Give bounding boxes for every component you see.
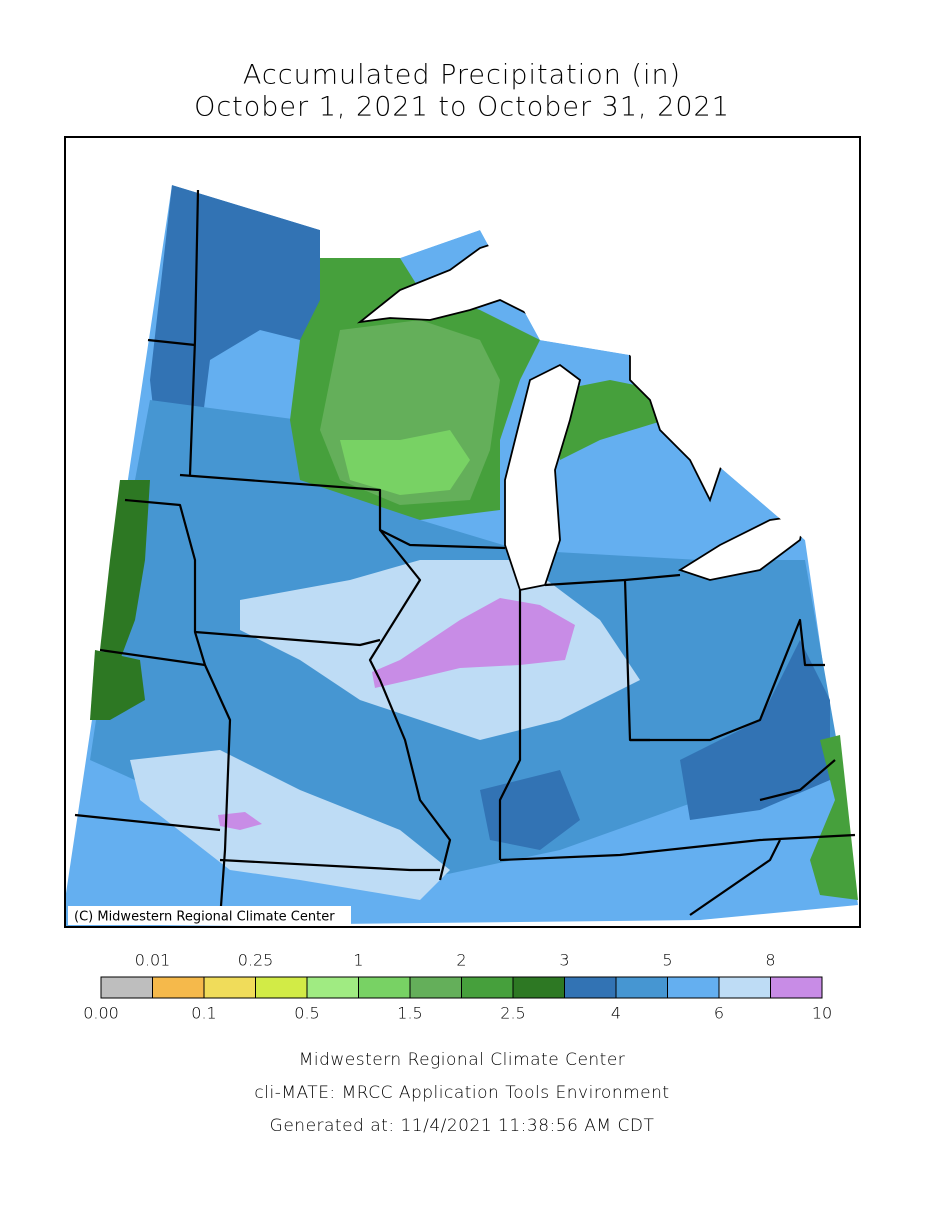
canada [65, 137, 860, 540]
map-frame [64, 136, 861, 928]
precip-dark-blue-east [680, 640, 830, 820]
legend: 0.00 0.01 0.1 0.25 0.5 1 1.5 2 2.5 3 4 5 6 8 10 [83, 951, 832, 1023]
precip-light-green [340, 430, 470, 495]
legend-swatch [100, 976, 153, 999]
legend-swatch [358, 976, 411, 999]
legend-swatch [512, 976, 565, 999]
precip-green-east [810, 735, 858, 900]
precip-light-blue-south [130, 750, 450, 900]
map: (C) Midwestern Regional Climate Center [64, 136, 861, 928]
legend-label: 0.5 [294, 1004, 319, 1023]
footer-line: Midwestern Regional Climate Center [299, 1050, 626, 1070]
legend-swatch [409, 976, 462, 999]
legend-label: 5 [662, 951, 672, 970]
precip-green-west [100, 480, 150, 660]
legend-label: 1 [353, 951, 363, 970]
legend-label: 2.5 [500, 1004, 525, 1023]
footer-line: Generated at: 11/4/2021 11:38:56 AM CDT [270, 1116, 655, 1136]
precip-purple-small [218, 812, 262, 830]
precip-green-mi [560, 380, 665, 460]
legend-label: 8 [765, 951, 775, 970]
legend-swatch [255, 976, 308, 999]
legend-swatch [306, 976, 359, 999]
legend-swatch [615, 976, 668, 999]
legend-label: 6 [714, 1004, 724, 1023]
legend-label: 2 [456, 951, 466, 970]
credit: (C) Midwestern Regional Climate Center [74, 910, 335, 925]
legend-swatch [461, 976, 514, 999]
legend-swatch [564, 976, 617, 999]
legend-label: 0.00 [83, 1004, 119, 1023]
legend-label: 0.01 [135, 951, 171, 970]
legend-swatch [152, 976, 205, 999]
title: Accumulated Precipitation (in) [243, 60, 681, 91]
precip-purple [372, 598, 575, 688]
state-borders [74, 189, 856, 921]
legend-label: 4 [611, 1004, 621, 1023]
legend-swatch [667, 976, 720, 999]
legend-label: 10 [812, 1004, 832, 1023]
subtitle: October 1, 2021 to October 31, 2021 [194, 92, 730, 123]
lake-michigan [504, 363, 582, 592]
precip-green-west-south [90, 650, 145, 720]
legend-swatch [718, 976, 771, 999]
legend-swatch [203, 976, 256, 999]
footer-line: cli-MATE: MRCC Application Tools Environ… [254, 1083, 669, 1103]
credit-box [68, 906, 351, 925]
legend-label: 3 [559, 951, 569, 970]
legend-label: 0.1 [191, 1004, 216, 1023]
precip-dark-blue [150, 185, 330, 470]
legend-swatch [770, 976, 823, 999]
legend-label: 0.25 [238, 951, 274, 970]
legend-label: 1.5 [397, 1004, 422, 1023]
